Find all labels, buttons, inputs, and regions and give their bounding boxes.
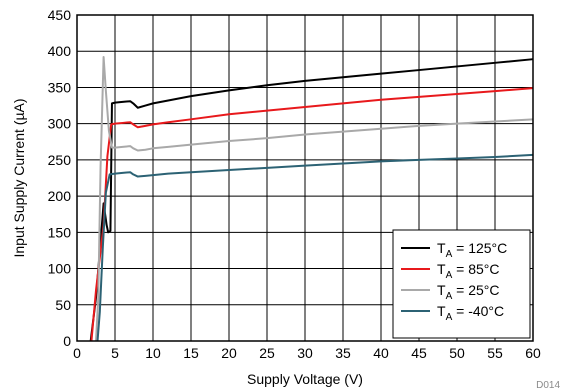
y-tick-label: 150 — [48, 224, 72, 240]
x-tick-label: 45 — [411, 345, 427, 361]
y-tick-label: 50 — [55, 297, 71, 313]
y-tick-label: 0 — [63, 333, 71, 349]
figure-id: D014 — [536, 380, 560, 391]
tick-labels: 0 5 10 15 20 25 30 35 40 45 50 55 60 0 50 100 150 200 250 3… — [48, 7, 541, 361]
legend-label-1: TA = 85°C — [437, 261, 499, 281]
y-tick-label: 400 — [48, 43, 72, 59]
series-line-1 — [90, 87, 534, 342]
legend-label-3: TA = -40°C — [437, 303, 504, 323]
x-tick-label: 30 — [297, 345, 313, 361]
x-tick-label: 5 — [111, 345, 119, 361]
legend: TA = 125°CTA = 85°CTA = 25°CTA = -40°C — [392, 229, 531, 339]
y-tick-label: 250 — [48, 152, 72, 168]
x-tick-label: 40 — [373, 345, 389, 361]
y-tick-label: 350 — [48, 79, 72, 95]
x-tick-label: 20 — [221, 345, 237, 361]
x-tick-label: 60 — [525, 345, 541, 361]
series-line-3 — [96, 153, 534, 342]
series-line-2 — [95, 56, 534, 342]
y-tick-label: 450 — [48, 7, 72, 23]
x-tick-label: 50 — [449, 345, 465, 361]
series-line-0 — [89, 58, 534, 342]
legend-label-0: TA = 125°C — [437, 240, 507, 260]
y-axis-label: Input Supply Current (µA) — [11, 98, 27, 257]
x-tick-label: 15 — [183, 345, 199, 361]
y-tick-label: 300 — [48, 116, 72, 132]
y-tick-label: 100 — [48, 261, 72, 277]
x-tick-label: 35 — [335, 345, 351, 361]
x-tick-label: 0 — [73, 345, 81, 361]
x-tick-label: 10 — [145, 345, 161, 361]
y-tick-label: 200 — [48, 188, 72, 204]
plot-frame — [76, 14, 534, 342]
series-lines — [89, 56, 534, 342]
x-axis-label: Supply Voltage (V) — [247, 371, 363, 387]
legend-label-2: TA = 25°C — [437, 282, 499, 302]
x-tick-label: 55 — [487, 345, 503, 361]
x-tick-label: 25 — [259, 345, 275, 361]
